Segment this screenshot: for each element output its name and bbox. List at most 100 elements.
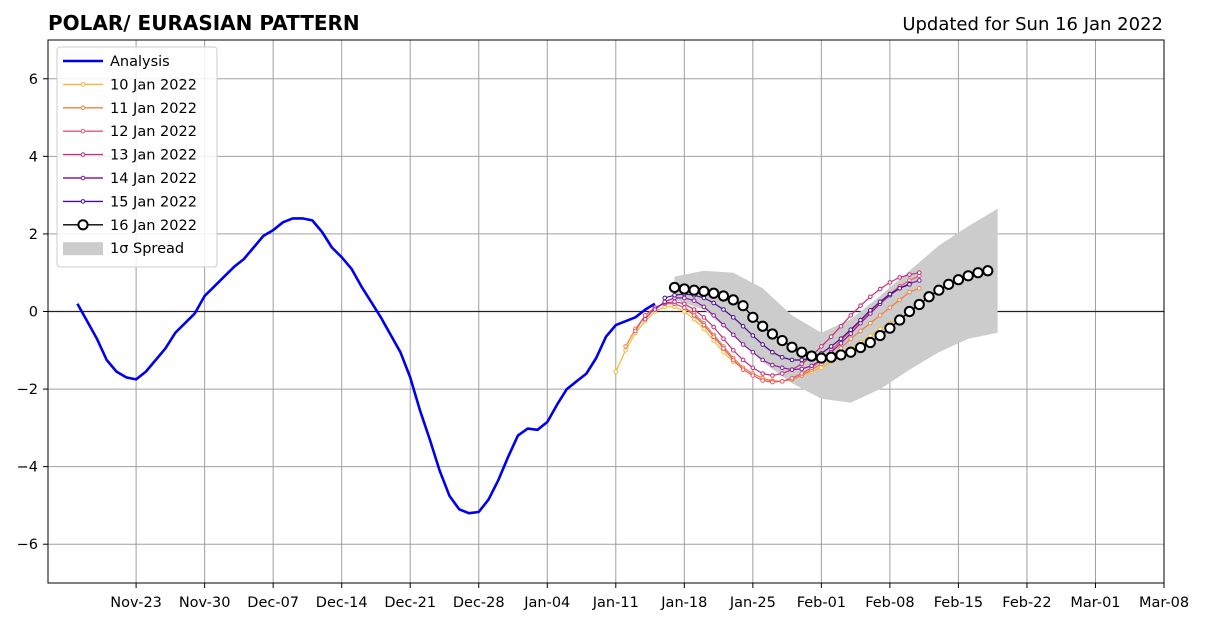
- series-point: [691, 307, 697, 312]
- series-point: [887, 280, 893, 285]
- legend-label: 16 Jan 2022: [110, 218, 197, 234]
- series-point: [770, 349, 775, 355]
- series-point: [799, 361, 805, 367]
- series-point: [858, 303, 863, 308]
- series-point: [779, 371, 785, 376]
- legend-label: 10 Jan 2022: [110, 77, 197, 93]
- series-point: [770, 373, 775, 378]
- series-point: [799, 366, 805, 372]
- series-point-16-jan: [727, 294, 739, 306]
- series-point: [623, 344, 628, 349]
- series-point: [799, 371, 805, 376]
- legend: Analysis 10 Jan 2022 11 Jan 2022 12 Jan 202…: [56, 46, 218, 268]
- series-point: [868, 308, 873, 313]
- series-point-16-jan: [923, 291, 935, 303]
- x-tick-label: Jan-18: [660, 595, 707, 611]
- series-point: [877, 313, 883, 318]
- x-tick-label: Dec-28: [453, 595, 505, 611]
- series-point-16-jan: [678, 283, 690, 295]
- x-tick-label: Jan-25: [729, 595, 776, 611]
- x-tick-label: Feb-08: [865, 595, 914, 611]
- x-tick-label: Nov-23: [110, 595, 162, 611]
- series-point: [691, 313, 697, 318]
- series-point-16-jan: [796, 346, 808, 358]
- series-point: [740, 367, 746, 372]
- series-point: [672, 299, 677, 305]
- series-point: [740, 342, 746, 347]
- legend-swatch-marker: [80, 152, 86, 157]
- series-point: [838, 336, 844, 341]
- series-point-16-jan: [786, 341, 798, 353]
- series-point-16-jan: [776, 334, 788, 347]
- series-point: [809, 363, 814, 369]
- x-tick-label: Dec-07: [247, 595, 299, 611]
- series-point: [701, 315, 707, 320]
- legend-swatch-marker: [80, 128, 86, 134]
- series-point: [662, 299, 668, 305]
- series-point: [730, 347, 736, 353]
- series-point-16-jan: [698, 285, 710, 297]
- series-point-16-jan: [874, 329, 886, 342]
- series-point-16-jan: [825, 351, 837, 363]
- x-tick-label: Feb-22: [1002, 595, 1051, 611]
- x-tick-label: Feb-01: [797, 595, 846, 611]
- series-point-16-jan: [766, 328, 779, 340]
- y-tick-label: 4: [29, 149, 38, 165]
- series-point: [642, 313, 648, 318]
- series-point: [730, 315, 736, 320]
- x-tick-label: Jan-11: [592, 595, 639, 611]
- series-point: [721, 322, 726, 328]
- series-point: [730, 332, 736, 338]
- y-tick-label: −6: [17, 537, 38, 553]
- series-point: [672, 292, 677, 298]
- series-point-16-jan: [952, 274, 965, 286]
- series-point: [868, 333, 873, 338]
- series-point-16-jan: [933, 284, 945, 296]
- series-point: [760, 357, 765, 363]
- series-line-5: [654, 279, 920, 371]
- series-point: [642, 316, 648, 322]
- series-point-16-jan: [835, 349, 847, 361]
- series-point-16-jan: [708, 287, 720, 299]
- series-point: [740, 357, 746, 363]
- x-tick-label: Mar-01: [1070, 595, 1120, 611]
- series-point: [916, 270, 922, 276]
- legend-label: Analysis: [110, 54, 170, 70]
- series-point: [701, 326, 707, 332]
- x-tick-label: Jan-04: [523, 595, 570, 611]
- series-point-16-jan: [894, 314, 906, 326]
- series-point: [779, 379, 785, 384]
- series-point-16-jan: [962, 270, 974, 282]
- series-point: [907, 272, 912, 277]
- series-point: [721, 346, 726, 351]
- analysis-line: [76, 217, 656, 515]
- series-point: [750, 333, 756, 338]
- series-point: [750, 365, 756, 371]
- legend-swatch-marker: [80, 105, 86, 111]
- series-point: [682, 295, 687, 301]
- series-point: [779, 365, 785, 371]
- axes: Nov-23 Nov-30 Dec-07 Dec-14 Dec-21 Dec-28 Jan-…: [17, 72, 1189, 611]
- x-tick-label: Feb-15: [934, 595, 983, 611]
- series-point: [691, 298, 697, 303]
- series-point-16-jan: [747, 311, 759, 323]
- series-point: [701, 322, 707, 328]
- series-point: [828, 344, 834, 349]
- series-point: [711, 313, 716, 318]
- series-point-16-jan: [805, 350, 818, 362]
- chart-title: POLAR/ EURASIAN PATTERN: [48, 11, 360, 35]
- series-point: [887, 305, 893, 310]
- series-point-16-jan: [757, 320, 769, 332]
- legend-swatch-marker: [80, 82, 86, 87]
- series-point-16-jan: [688, 284, 700, 296]
- series-point: [740, 323, 746, 329]
- series-point: [916, 278, 922, 283]
- series-point: [760, 371, 765, 376]
- series-point: [848, 331, 854, 336]
- series-point: [662, 295, 668, 301]
- series-point: [770, 362, 775, 368]
- y-tick-label: −4: [17, 460, 38, 476]
- y-tick-label: 0: [29, 305, 38, 321]
- series-point: [711, 338, 716, 343]
